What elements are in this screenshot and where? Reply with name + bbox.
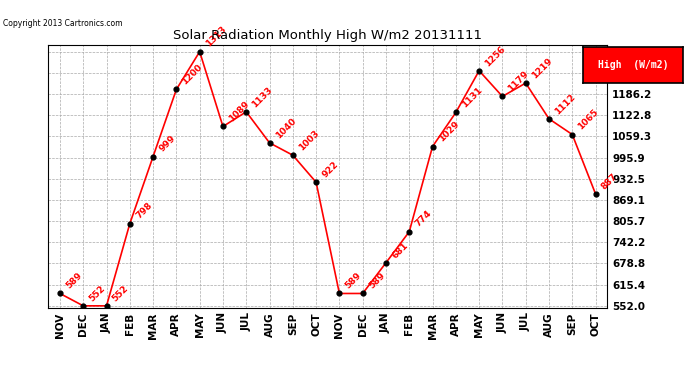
- Point: [334, 291, 345, 297]
- Text: 589: 589: [344, 271, 363, 291]
- Point: [310, 179, 322, 185]
- Text: 1179: 1179: [506, 69, 531, 94]
- Text: 552: 552: [110, 284, 130, 303]
- Point: [171, 86, 182, 92]
- Text: 1040: 1040: [274, 116, 297, 140]
- Point: [473, 68, 484, 74]
- Text: 1089: 1089: [227, 100, 251, 124]
- Text: 922: 922: [320, 160, 340, 180]
- Point: [566, 132, 578, 138]
- Point: [590, 191, 601, 197]
- Text: 681: 681: [390, 240, 410, 260]
- Text: 589: 589: [64, 271, 83, 291]
- Point: [55, 291, 66, 297]
- Point: [101, 303, 112, 309]
- Point: [380, 260, 391, 266]
- Point: [148, 153, 159, 159]
- Point: [520, 80, 531, 86]
- Point: [451, 110, 462, 116]
- Text: 1133: 1133: [250, 85, 275, 109]
- Text: 887: 887: [600, 171, 620, 191]
- Text: 1200: 1200: [181, 63, 204, 87]
- Point: [497, 93, 508, 99]
- Text: 1256: 1256: [483, 44, 507, 68]
- Text: 774: 774: [413, 209, 433, 229]
- Point: [124, 220, 135, 226]
- Text: 1003: 1003: [297, 129, 321, 152]
- Point: [427, 144, 438, 150]
- Text: 1065: 1065: [576, 108, 600, 132]
- Point: [404, 229, 415, 235]
- Point: [241, 109, 252, 115]
- Point: [217, 123, 228, 129]
- Text: 1313: 1313: [204, 25, 228, 49]
- Text: 1029: 1029: [437, 120, 461, 144]
- Point: [544, 116, 555, 122]
- Point: [78, 303, 89, 309]
- Point: [357, 291, 368, 297]
- Text: 1131: 1131: [460, 86, 484, 109]
- Text: 798: 798: [134, 201, 154, 221]
- Text: 1219: 1219: [530, 56, 554, 80]
- Text: 589: 589: [367, 271, 386, 291]
- Text: High  (W/m2): High (W/m2): [598, 60, 669, 70]
- Point: [264, 140, 275, 146]
- Text: 999: 999: [157, 134, 177, 154]
- Title: Solar Radiation Monthly High W/m2 20131111: Solar Radiation Monthly High W/m2 201311…: [173, 30, 482, 42]
- Point: [287, 152, 298, 158]
- Text: 552: 552: [88, 284, 107, 303]
- Point: [194, 49, 205, 55]
- Text: Copyright 2013 Cartronics.com: Copyright 2013 Cartronics.com: [3, 19, 123, 28]
- Text: 1112: 1112: [553, 92, 578, 116]
